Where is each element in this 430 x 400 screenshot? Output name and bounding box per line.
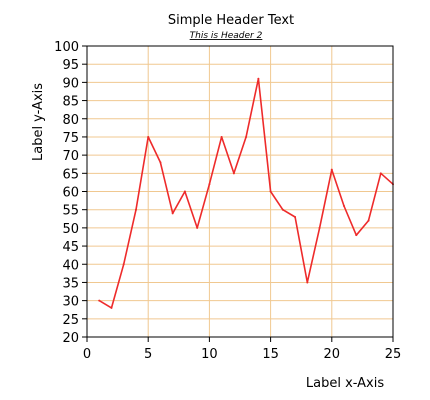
data-point [257, 77, 260, 80]
y-tick-label: 95 [62, 58, 79, 73]
data-point [134, 208, 137, 211]
data-point [196, 226, 199, 229]
data-point [306, 281, 309, 284]
y-tick-label: 65 [62, 167, 79, 182]
data-point [245, 135, 248, 138]
y-tick-label: 55 [62, 204, 79, 219]
data-point [183, 190, 186, 193]
y-tick-label: 20 [62, 331, 79, 346]
y-tick-label: 30 [62, 295, 79, 310]
y-tick-label: 80 [62, 113, 79, 128]
y-tick-label: 40 [62, 258, 79, 273]
data-point [379, 172, 382, 175]
x-tick-label: 15 [262, 347, 279, 362]
y-axis-ticks: 20 25 30 35 40 45 50 55 60 65 70 75 80 85 90 95 100 [54, 40, 87, 346]
y-tick-label: 35 [62, 276, 79, 291]
data-point [367, 219, 370, 222]
data-point [122, 263, 125, 266]
data-point [98, 299, 101, 302]
chart-title: Simple Header Text [168, 13, 294, 28]
data-point [294, 215, 297, 218]
x-tick-label: 20 [324, 347, 341, 362]
x-axis-label: Label x-Axis [306, 376, 385, 391]
y-tick-label: 70 [62, 149, 79, 164]
data-point [269, 190, 272, 193]
y-tick-label: 85 [62, 95, 79, 110]
x-tick-label: 5 [144, 347, 152, 362]
data-point [110, 306, 113, 309]
x-tick-label: 0 [83, 347, 91, 362]
data-point [220, 135, 223, 138]
data-point [330, 168, 333, 171]
data-point [318, 226, 321, 229]
y-tick-label: 100 [54, 40, 79, 55]
y-tick-label: 75 [62, 131, 79, 146]
series-line [98, 77, 394, 309]
chart-subtitle: This is Header 2 [190, 31, 263, 41]
grid [87, 46, 393, 337]
data-point [281, 208, 284, 211]
x-tick-label: 10 [201, 347, 218, 362]
data-point [343, 205, 346, 208]
y-axis-label: Label y-Axis [31, 83, 46, 161]
data-point [208, 183, 211, 186]
y-tick-label: 45 [62, 240, 79, 255]
y-tick-label: 50 [62, 222, 79, 237]
y-tick-label: 90 [62, 76, 79, 91]
series-layer [98, 77, 394, 309]
data-point [355, 234, 358, 237]
y-tick-label: 60 [62, 186, 79, 201]
data-point [147, 135, 150, 138]
x-axis-ticks: 0 5 10 15 20 25 [83, 337, 401, 362]
data-point [232, 172, 235, 175]
data-point [171, 212, 174, 215]
y-tick-label: 25 [62, 313, 79, 328]
x-tick-label: 25 [385, 347, 402, 362]
data-point [159, 161, 162, 164]
